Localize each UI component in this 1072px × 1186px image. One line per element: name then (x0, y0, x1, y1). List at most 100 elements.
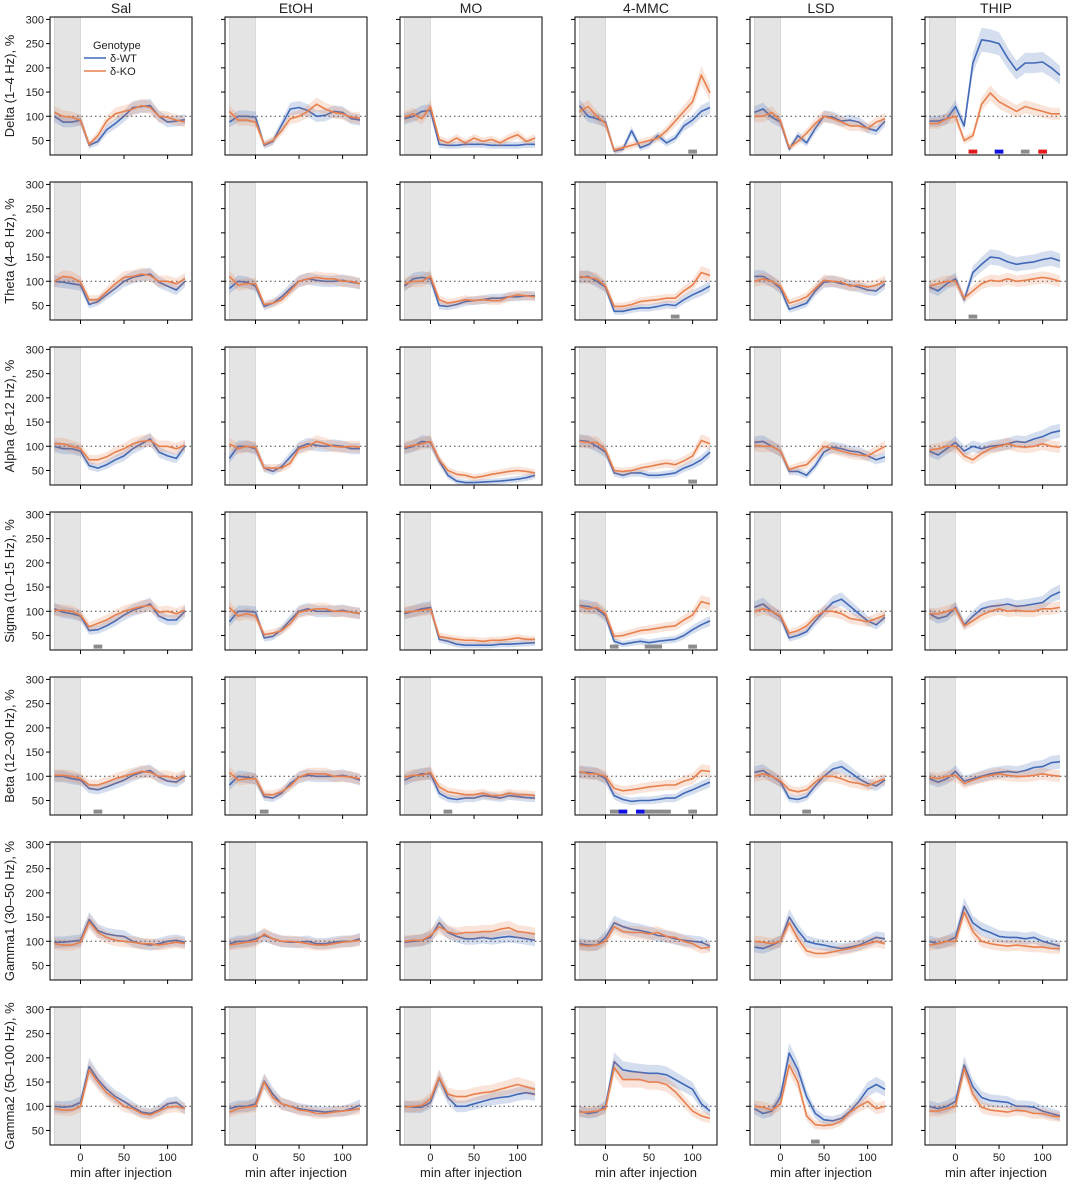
series-ko-line (929, 606, 1061, 627)
panel (221, 511, 368, 654)
x-tick-label: 0 (602, 1152, 608, 1164)
panel: 50 100 150 200 250 300 (26, 344, 193, 489)
series-wt-line (579, 275, 711, 313)
series-wt-line (54, 769, 186, 791)
panel (221, 346, 368, 489)
baseline-shade (404, 346, 431, 486)
series-wt-line (54, 918, 186, 946)
series-wt-band (404, 915, 535, 948)
series-ko-band (579, 919, 710, 954)
y-tick-label: 300 (26, 839, 44, 851)
y-tick-label: 100 (26, 276, 44, 288)
baseline-shade (579, 841, 606, 981)
series-wt-line (929, 1064, 1061, 1117)
series-ko-line (754, 772, 886, 793)
axes-frame (399, 841, 543, 981)
x-tick-label: 50 (818, 1152, 830, 1164)
baseline-shade (229, 841, 256, 981)
baseline-shade (404, 676, 431, 816)
series-ko-line (54, 921, 186, 946)
panel (571, 346, 718, 489)
series-ko-line (228, 606, 361, 636)
series-ko-line (54, 439, 186, 461)
series-ko-band (579, 266, 710, 311)
series-ko-line (754, 922, 886, 955)
series-wt-line (929, 591, 1061, 626)
row-ylabel: Sigma (10–15 Hz), % (2, 519, 17, 643)
column-title: Sal (111, 0, 131, 16)
series-wt-band (929, 584, 1060, 630)
y-tick-label: 300 (26, 14, 44, 26)
axes-frame (399, 676, 543, 816)
axes-frame (399, 1006, 543, 1146)
series-ko-line (579, 271, 711, 308)
baseline-shade (929, 676, 956, 816)
panel: 50 100 150 200 250 300 (26, 179, 193, 324)
baseline-shade (929, 16, 956, 156)
baseline-shade (579, 511, 606, 651)
x-tick-label: 50 (468, 1152, 480, 1164)
baseline-shade (754, 16, 781, 156)
axes-frame (924, 676, 1068, 816)
series-ko-band (404, 766, 535, 800)
series-ko-line (579, 74, 711, 151)
panel (571, 16, 718, 159)
axes-frame (49, 511, 193, 651)
x-axis-label: min after injection (245, 1165, 347, 1180)
y-tick-label: 100 (26, 771, 44, 783)
panel: 50 100 150 200 250 300 (26, 14, 193, 159)
axes-frame (399, 346, 543, 486)
baseline-shade (579, 346, 606, 486)
series-ko-line (929, 772, 1061, 785)
panel (921, 16, 1068, 159)
series-ko-line (579, 769, 711, 792)
x-axis-label: min after injection (770, 1165, 872, 1180)
y-tick-label: 250 (26, 369, 44, 381)
series-wt-line (579, 439, 711, 477)
panel (396, 346, 543, 489)
series-wt-line (404, 109, 535, 147)
axes-frame (749, 841, 893, 981)
y-tick-label: 50 (32, 960, 44, 972)
panel (921, 346, 1068, 489)
panel (396, 181, 543, 324)
y-tick-label: 100 (26, 111, 44, 123)
axes-frame (224, 511, 368, 651)
baseline-shade (54, 511, 81, 651)
baseline-shade (54, 676, 81, 816)
y-tick-label: 50 (32, 465, 44, 477)
y-tick-label: 150 (26, 912, 44, 924)
series-wt-line (404, 922, 536, 943)
panel (571, 511, 718, 654)
panel (921, 676, 1068, 819)
axes-frame (924, 181, 1068, 321)
baseline-shade (929, 181, 956, 321)
axes-frame (924, 346, 1068, 486)
axes-frame (224, 346, 368, 486)
baseline-shade (229, 346, 256, 486)
series-wt-line (579, 922, 711, 947)
series-ko-line (929, 276, 1061, 300)
axes-frame (574, 346, 718, 486)
axes-frame (49, 16, 193, 156)
row-ylabel: Delta (1–4 Hz), % (2, 34, 17, 137)
axes-frame (574, 676, 718, 816)
axes-frame (574, 16, 718, 156)
y-tick-label: 250 (26, 699, 44, 711)
series-wt-line (929, 38, 1061, 127)
panel (746, 841, 893, 984)
panel (746, 16, 893, 159)
baseline-shade (54, 1006, 81, 1146)
series-ko-band (404, 919, 535, 948)
axes-frame (574, 841, 718, 981)
y-tick-label: 150 (26, 582, 44, 594)
panel (221, 16, 368, 159)
y-tick-label: 300 (26, 179, 44, 191)
series-wt-line (54, 438, 186, 469)
y-tick-label: 50 (32, 135, 44, 147)
baseline-shade (929, 511, 956, 651)
series-ko-line (929, 442, 1061, 461)
